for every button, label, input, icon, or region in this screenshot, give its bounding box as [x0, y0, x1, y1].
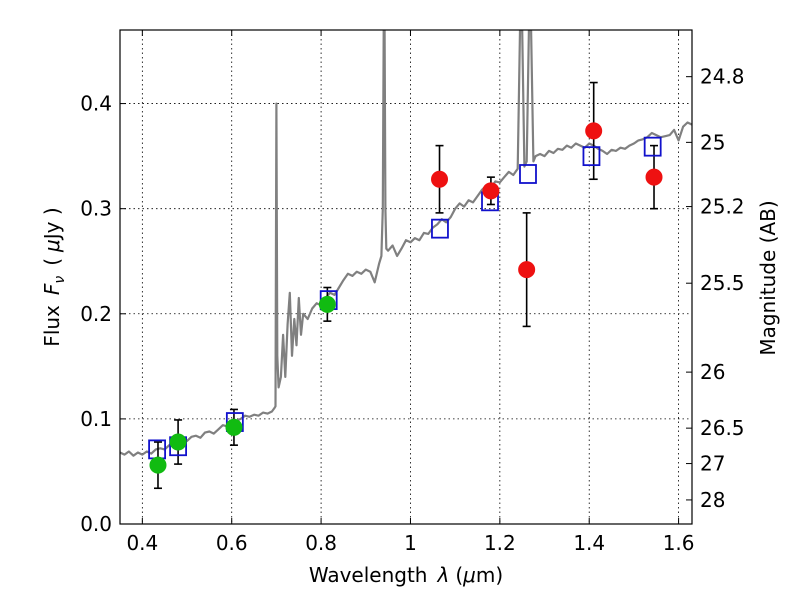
x-tick-label: 0.4	[126, 531, 158, 555]
x-tick-label: 0.6	[216, 531, 248, 555]
y2-tick-label: 25.5	[700, 271, 745, 295]
grid	[120, 30, 692, 524]
model-photometry-box	[643, 136, 662, 157]
observed-points	[149, 122, 663, 474]
model-photometry-boxes	[148, 136, 662, 460]
y2-tick-label: 25.2	[700, 195, 745, 219]
y2-tick-label: 26.5	[700, 416, 745, 440]
y-axis-label: FluxFν(μJy )	[40, 207, 68, 346]
y-tick-labels: 0.0 0.1 0.2 0.3 0.4	[80, 92, 112, 536]
y-tick-label: 0.0	[80, 512, 112, 536]
y2-tick-label: 27	[700, 452, 725, 476]
x-tick-label: 1.2	[484, 531, 516, 555]
y-tick-label: 0.1	[80, 407, 112, 431]
y-tick-label: 0.3	[80, 197, 112, 221]
y2-tick-label: 25	[700, 130, 725, 154]
y2-tick-label: 28	[700, 488, 725, 512]
model-photometry-box	[582, 146, 601, 167]
y2-tick-labels: 24.8 25 25.2 25.5 26 26.5 27 28	[700, 65, 745, 512]
red-data-point	[431, 170, 449, 188]
plot-frame	[119, 29, 693, 525]
y2-tick-label: 24.8	[700, 65, 745, 89]
x-axis-label: Wavelength λ (μm)	[309, 563, 503, 587]
green-data-point	[225, 418, 243, 436]
red-data-point	[585, 122, 603, 140]
model-photometry-box	[519, 164, 537, 184]
x-tick-label: 1	[404, 531, 417, 555]
model-spectrum	[120, 30, 692, 457]
y-tick-label: 0.4	[80, 92, 112, 116]
red-data-point	[645, 168, 663, 186]
x-tick-label: 0.8	[305, 531, 337, 555]
ticks	[120, 30, 692, 525]
y-tick-label: 0.2	[80, 302, 112, 326]
model-photometry-box	[431, 218, 449, 239]
green-data-point	[149, 456, 167, 474]
y2-tick-label: 26	[700, 360, 725, 384]
green-data-point	[169, 433, 187, 451]
y2-axis-label: Magnitude (AB)	[756, 200, 780, 355]
x-tick-label: 1.6	[663, 531, 695, 555]
green-data-point	[318, 295, 336, 313]
x-tick-labels: 0.4 0.6 0.8 1 1.2 1.4 1.6	[126, 531, 694, 555]
red-data-point	[482, 182, 500, 200]
model-spectrum-line	[120, 30, 692, 457]
red-data-point	[518, 261, 536, 279]
x-tick-label: 1.4	[573, 531, 605, 555]
